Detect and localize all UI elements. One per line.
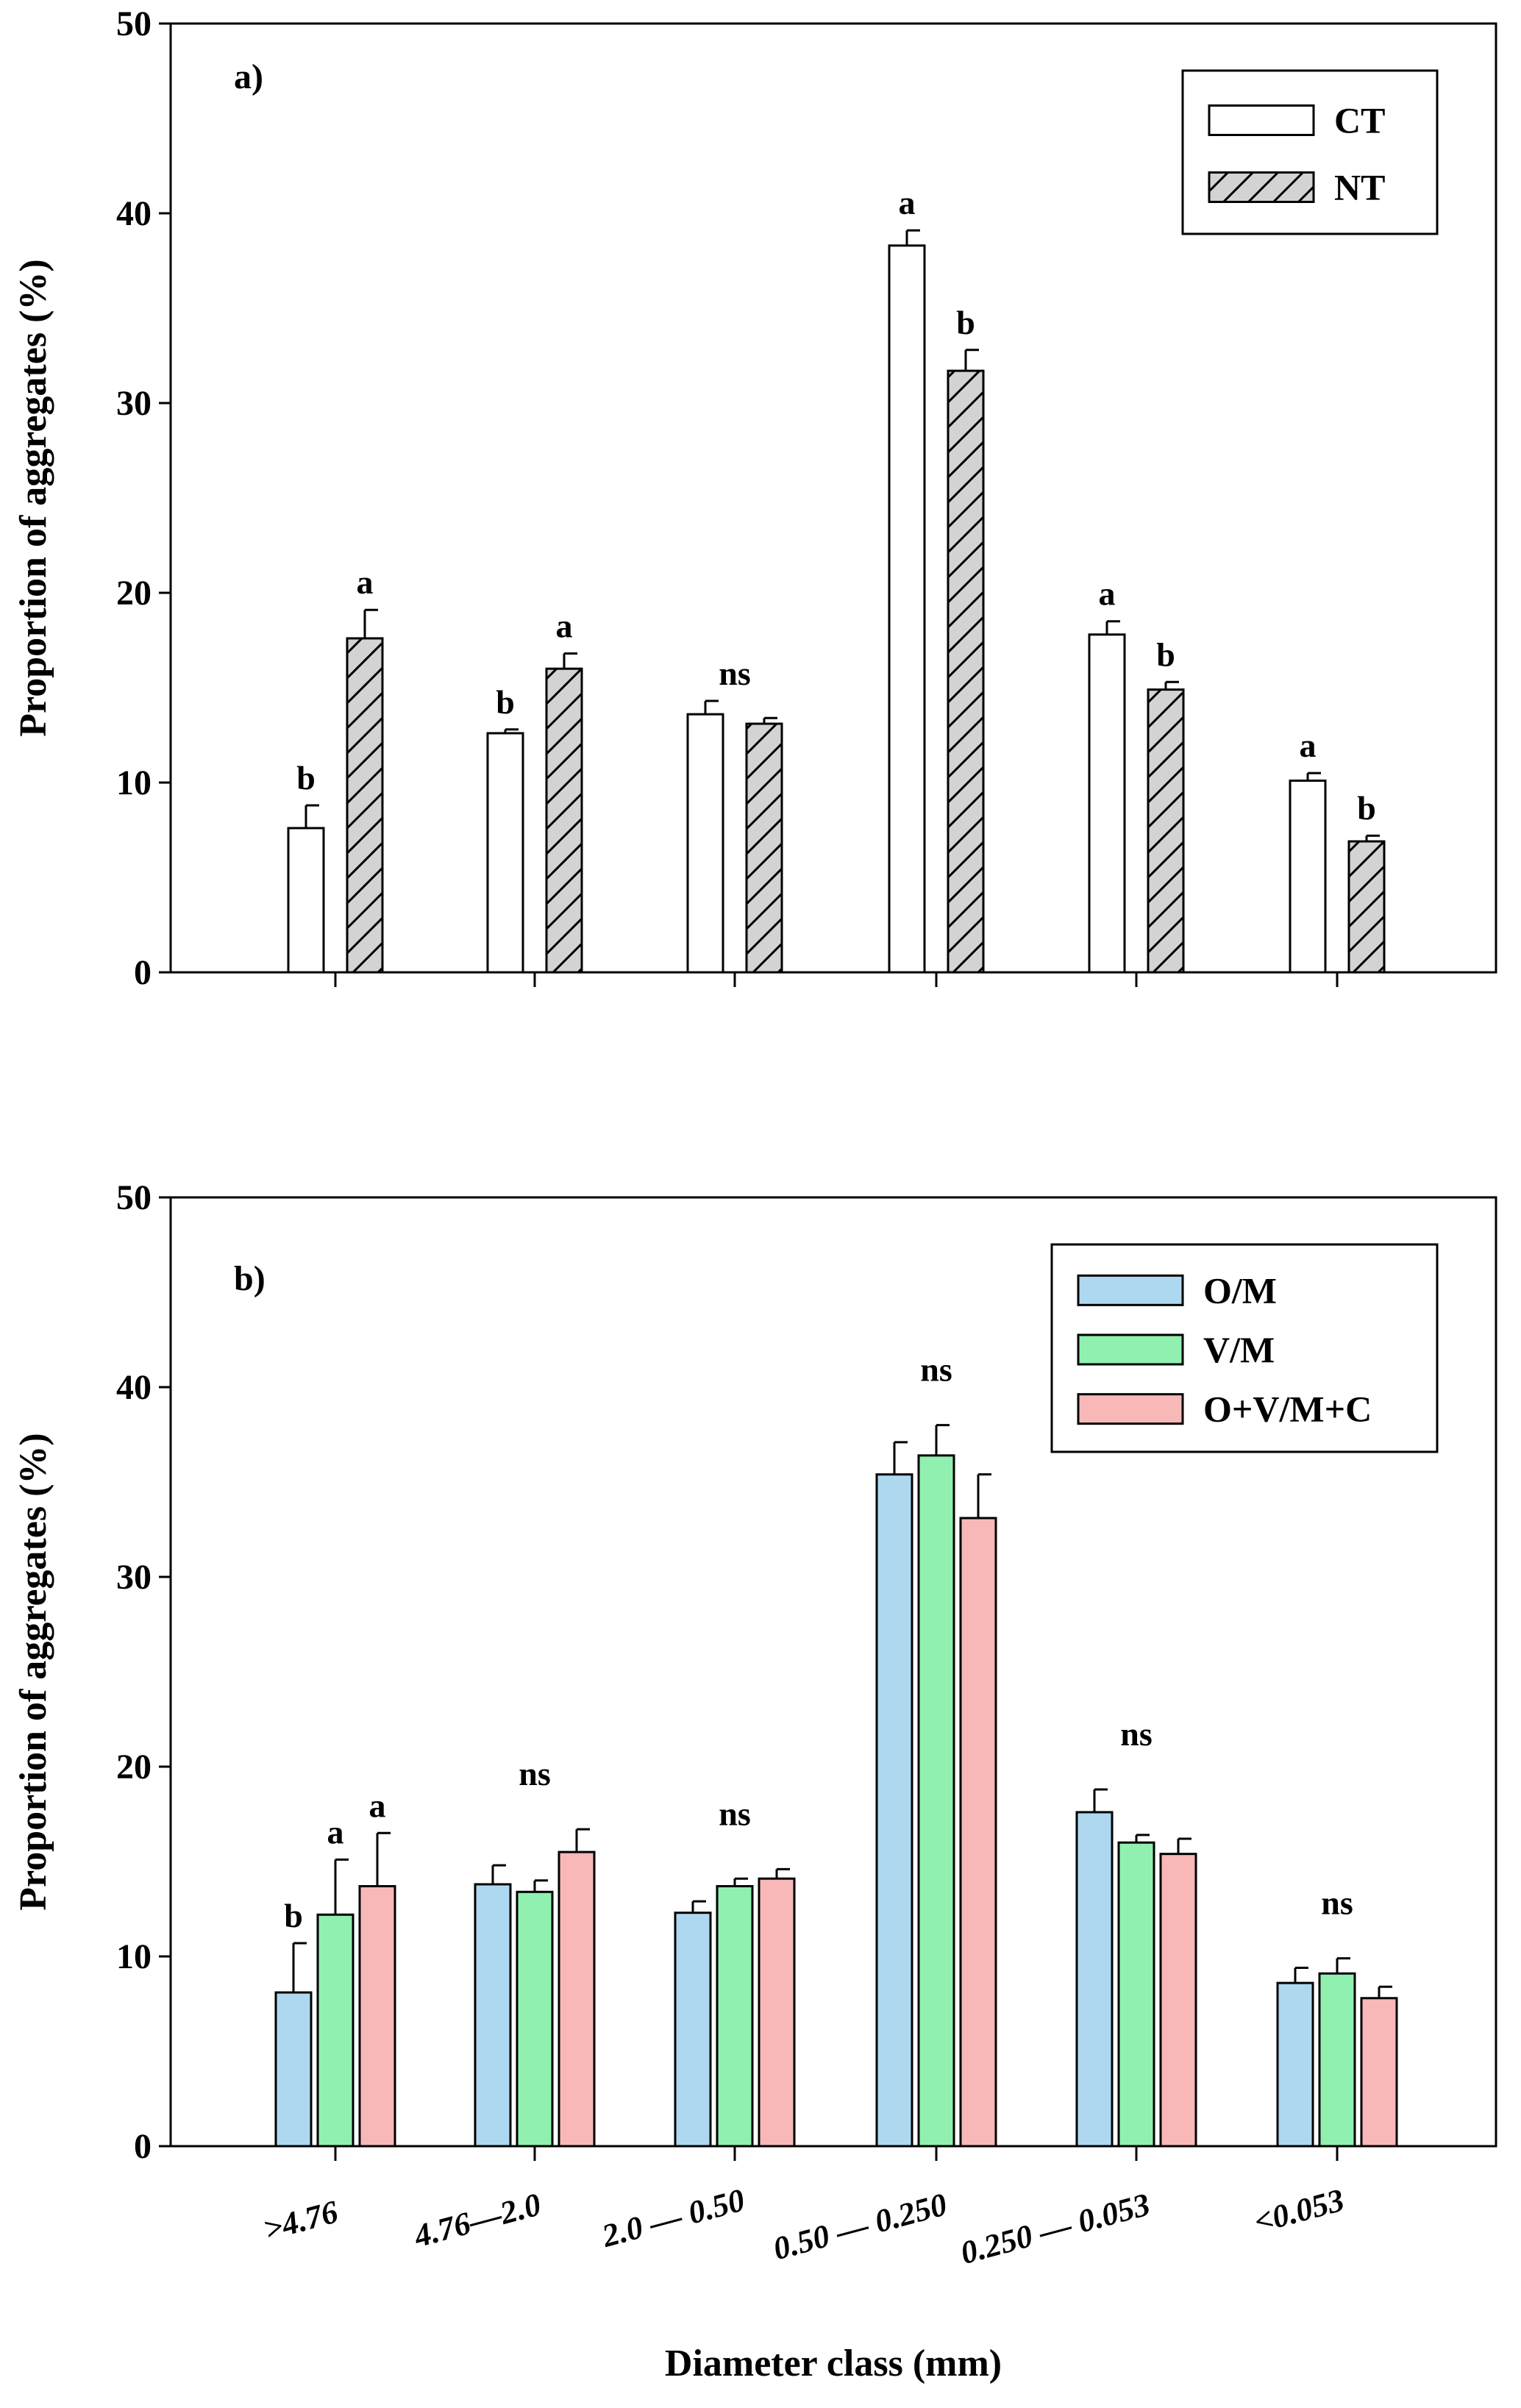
panel-a-panel-label: a)	[234, 57, 263, 96]
panel-a-ytick-label: 50	[116, 4, 152, 43]
panel-a-ylabel: Proportion of aggregates (%)	[13, 259, 54, 736]
panel-a-sig-label: b	[956, 304, 975, 341]
panel-a-bar	[1147, 688, 1185, 974]
panel-b-xtick-label: 0.250 — 0.053	[957, 2186, 1154, 2271]
panel-a-bar	[346, 637, 384, 974]
panel-a-legend-box	[1181, 69, 1439, 235]
panel-b-sig-label: b	[284, 1897, 303, 1934]
panel-a-bar	[1347, 840, 1386, 974]
panel-a-sig-label: a	[899, 184, 916, 221]
panel-b-xtick-label: <0.053	[1250, 2181, 1348, 2240]
panel-a-legend-label: CT	[1334, 100, 1385, 141]
panel-b-xlabel: Diameter class (mm)	[665, 2343, 1002, 2384]
panel-a-ytick-label: 20	[116, 574, 152, 613]
panel-b-bar	[917, 1454, 955, 2148]
panel-b-ytick-label: 10	[116, 1937, 152, 1976]
panel-b-bar	[516, 1890, 554, 2148]
panel-b-ytick-label: 30	[116, 1558, 152, 1597]
panel-b-legend-label: O+V/M+C	[1203, 1389, 1372, 1430]
panel-b-xtick-label: >4.76	[260, 2193, 341, 2248]
panel-b-bar	[274, 1991, 313, 2148]
panel-b-bar	[316, 1913, 355, 2148]
panel-b-bar	[1117, 1841, 1155, 2148]
panel-a-bar	[545, 667, 583, 974]
panel-a-bar	[745, 722, 783, 974]
panel-a-sig-label: b	[296, 759, 316, 797]
panel-b-group-label: ns	[1321, 1884, 1353, 1922]
panel-a-legend-swatch	[1208, 104, 1315, 136]
panel-a-bar	[947, 369, 985, 974]
panel-b-bar	[758, 1877, 796, 2148]
panel-b-bar	[1360, 1997, 1398, 2148]
panel-a-ytick-label: 40	[116, 194, 152, 233]
panel-b-group-label: ns	[1120, 1715, 1152, 1753]
panel-b-legend-swatch	[1077, 1393, 1184, 1425]
panel-b-group-label: ns	[920, 1351, 952, 1389]
panel-b-ytick-label: 50	[116, 1178, 152, 1217]
panel-a-sig-label: b	[496, 683, 515, 721]
panel-b-bar	[716, 1885, 754, 2148]
panel-b-ylabel: Proportion of aggregates (%)	[13, 1433, 54, 1910]
panel-a-ytick-label: 10	[116, 763, 152, 802]
panel-a-sig-label: a	[556, 608, 573, 645]
panel-b-bar	[875, 1473, 913, 2148]
panel-b-bar	[1276, 1981, 1314, 2148]
panel-b-ytick-label: 0	[134, 2127, 152, 2166]
panel-a-bar	[888, 244, 926, 974]
panel-b-bar	[474, 1883, 512, 2148]
panel-b-xtick-label: 0.50 — 0.250	[769, 2186, 950, 2267]
panel-a-plot-frame	[169, 22, 1497, 974]
panel-a-sig-label: a	[1099, 575, 1116, 613]
panel-b-ytick-label: 20	[116, 1748, 152, 1787]
bars-layer	[274, 104, 1398, 2148]
panel-b-sig-label: a	[327, 1813, 344, 1850]
panel-a-legend-label: NT	[1334, 167, 1385, 208]
panel-b-xtick-label: 4.76—2.0	[410, 2186, 545, 2254]
panel-a-bar	[1088, 633, 1126, 974]
panel-a-ytick-label: 30	[116, 384, 152, 423]
panel-b-sig-label: a	[369, 1787, 386, 1824]
panel-a-bar	[686, 713, 724, 974]
panel-b-bar	[674, 1912, 712, 2148]
panel-a-bar	[486, 732, 524, 974]
panel-a-bar	[1289, 779, 1327, 974]
panel-a-sig-label: b	[1357, 789, 1376, 827]
panel-a-sig-label: b	[1156, 635, 1175, 673]
panel-b-legend-label: V/M	[1203, 1329, 1275, 1370]
panel-a-sig-label: a	[1300, 727, 1317, 764]
panel-a-sig-label: a	[357, 563, 374, 601]
panel-a-bar	[287, 827, 325, 974]
panel-b-ytick-label: 40	[116, 1368, 152, 1407]
panel-b-legend-swatch	[1077, 1274, 1184, 1306]
panel-b-xtick-label: 2.0 — 0.50	[598, 2181, 749, 2254]
panel-a-ytick-label: 0	[134, 953, 152, 992]
panel-b-group-label: ns	[519, 1755, 550, 1792]
panel-b-bar	[959, 1517, 997, 2148]
panel-a-legend-swatch	[1208, 171, 1315, 203]
panel-b-bar	[1075, 1811, 1114, 2148]
panel-b-bar	[558, 1850, 596, 2148]
panel-b-bar	[1159, 1853, 1197, 2148]
panel-b-group-label: ns	[719, 1795, 750, 1832]
axes-layer	[159, 22, 1497, 2161]
panel-b-bar	[1318, 1972, 1356, 2148]
panel-b-plot-frame	[169, 1196, 1497, 2148]
panel-b-bar	[358, 1885, 396, 2148]
panel-a-sig-label: ns	[719, 655, 750, 692]
panel-b-panel-label: b)	[234, 1259, 266, 1298]
panel-b-legend-label: O/M	[1203, 1269, 1277, 1311]
panel-b-legend-swatch	[1077, 1333, 1184, 1366]
